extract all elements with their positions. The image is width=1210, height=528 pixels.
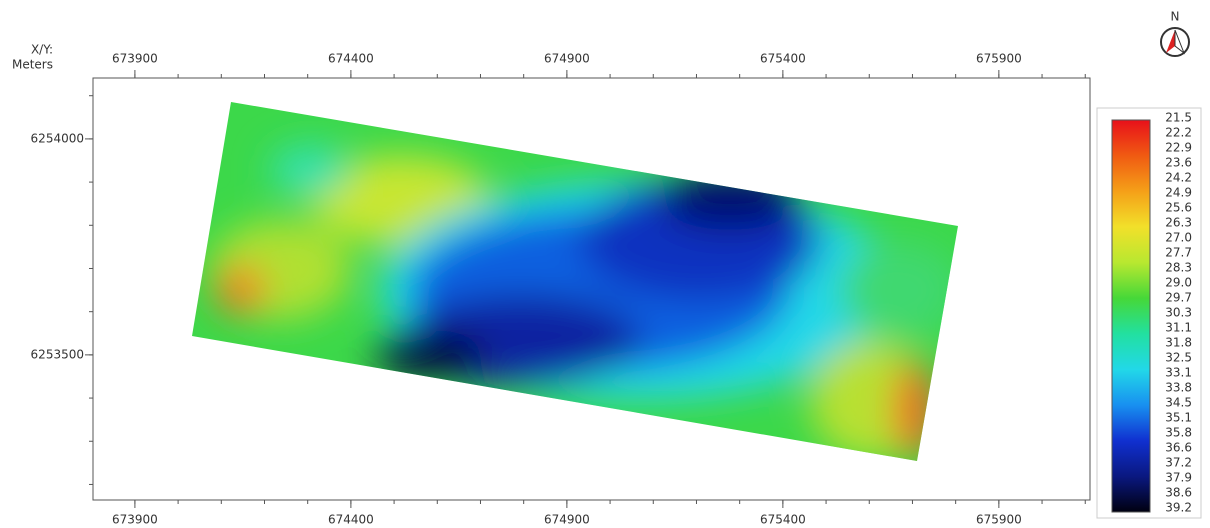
north-arrow bbox=[1161, 28, 1189, 56]
x-tick-label: 674900 bbox=[544, 513, 590, 527]
color-bar-label: 31.8 bbox=[1165, 336, 1192, 350]
color-bar-label: 38.6 bbox=[1165, 486, 1192, 500]
color-bar-label: 37.2 bbox=[1165, 456, 1192, 470]
survey-grid bbox=[180, 90, 970, 470]
color-bar-label: 22.9 bbox=[1165, 141, 1192, 155]
y-tick-label: 6253500 bbox=[31, 347, 84, 361]
color-bar-label: 29.7 bbox=[1165, 291, 1192, 305]
y-tick-label: 6254000 bbox=[31, 131, 84, 145]
color-bar-label: 21.5 bbox=[1165, 111, 1192, 125]
color-bar-label: 36.6 bbox=[1165, 441, 1192, 455]
x-tick-label: 673900 bbox=[112, 52, 158, 66]
color-bar-label: 27.7 bbox=[1165, 246, 1192, 260]
x-tick-label: 674400 bbox=[328, 513, 374, 527]
color-bar bbox=[1112, 120, 1150, 512]
x-tick-label: 675900 bbox=[976, 513, 1022, 527]
x-tick-label: 675400 bbox=[760, 513, 806, 527]
color-bar-label: 24.9 bbox=[1165, 186, 1192, 200]
x-tick-label: 675400 bbox=[760, 52, 806, 66]
color-bar-label: 27.0 bbox=[1165, 231, 1192, 245]
color-bar-label: 34.5 bbox=[1165, 396, 1192, 410]
axis-caption: X/Y: bbox=[31, 43, 53, 57]
color-bar-label: 33.1 bbox=[1165, 366, 1192, 380]
color-bar-label: 32.5 bbox=[1165, 351, 1192, 365]
north-label: N bbox=[1171, 10, 1180, 24]
x-tick-label: 674400 bbox=[328, 52, 374, 66]
axis-caption: Meters bbox=[12, 58, 53, 72]
map-view: N X/Y: Meters 673900 673900 674400 674400 67… bbox=[0, 0, 1210, 528]
color-bar-label: 24.2 bbox=[1165, 171, 1192, 185]
x-tick-label: 674900 bbox=[544, 52, 590, 66]
color-bar-label: 22.2 bbox=[1165, 126, 1192, 140]
color-bar-label: 26.3 bbox=[1165, 216, 1192, 230]
color-bar-label: 31.1 bbox=[1165, 321, 1192, 335]
color-bar-label: 25.6 bbox=[1165, 201, 1192, 215]
color-bar-label: 28.3 bbox=[1165, 261, 1192, 275]
color-bar-label: 35.1 bbox=[1165, 411, 1192, 425]
x-tick-label: 675900 bbox=[976, 52, 1022, 66]
color-bar-label: 35.8 bbox=[1165, 426, 1192, 440]
color-bar-label: 33.8 bbox=[1165, 381, 1192, 395]
color-bar-label: 37.9 bbox=[1165, 471, 1192, 485]
color-bar-label: 30.3 bbox=[1165, 306, 1192, 320]
x-tick-label: 673900 bbox=[112, 513, 158, 527]
color-bar-label: 23.6 bbox=[1165, 156, 1192, 170]
color-bar-label: 39.2 bbox=[1165, 501, 1192, 515]
color-bar-label: 29.0 bbox=[1165, 276, 1192, 290]
